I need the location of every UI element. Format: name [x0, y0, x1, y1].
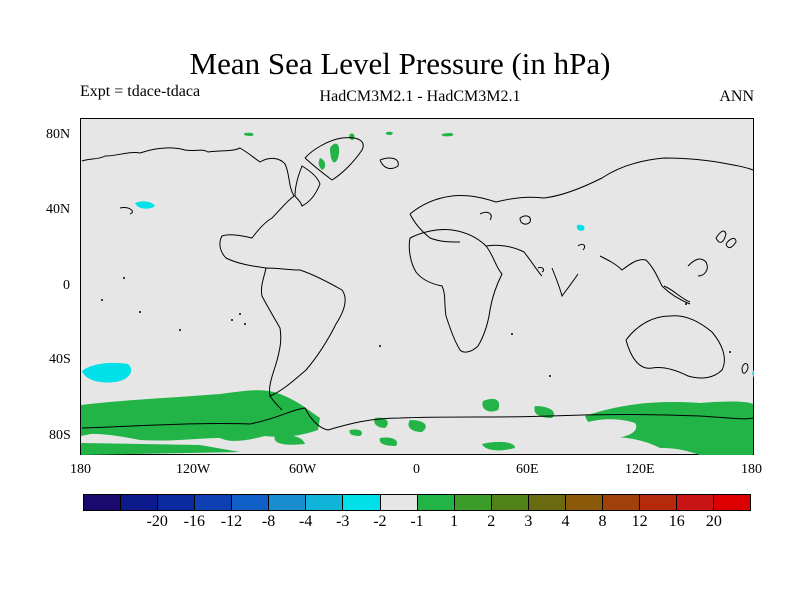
colorbar-swatch: [269, 495, 307, 510]
coastlines: [81, 137, 754, 431]
colorbar-label: -4: [298, 513, 313, 530]
map-title: Mean Sea Level Pressure (in hPa): [189, 46, 611, 81]
colorbar-label: 3: [524, 513, 533, 530]
colorbar-swatch: [677, 495, 715, 510]
colorbar-label: 20: [705, 513, 722, 530]
colorbar-swatch: [195, 495, 233, 510]
colorbar-label: 1: [450, 513, 459, 530]
small-islands: [101, 277, 731, 377]
colorbar-swatch: [714, 495, 751, 510]
lon-label-60w: 60W: [289, 462, 317, 477]
lon-label-180w: 180: [70, 462, 91, 477]
colorbar-swatch: [528, 495, 566, 510]
lat-label-80s: 80S: [49, 428, 71, 443]
colorbar-label: 4: [561, 513, 570, 530]
colorbar-swatch: [84, 495, 122, 510]
colorbar-label: -20: [146, 513, 168, 530]
lon-label-60e: 60E: [516, 462, 539, 477]
colorbar-label: 16: [668, 513, 685, 530]
lat-label-80n: 80N: [46, 127, 71, 142]
colorbar-label: 12: [631, 513, 648, 530]
colorbar-label: -12: [220, 513, 243, 530]
colorbar-swatch: [417, 495, 455, 510]
colorbar-label: 2: [487, 513, 496, 530]
neutral-holes: [585, 419, 637, 438]
models-label: HadCM3M2.1 - HadCM3M2.1: [319, 88, 521, 105]
experiment-label: Expt = tdace-tdaca: [80, 83, 201, 100]
colorbar-label: -2: [373, 513, 387, 530]
colorbar-label: -3: [336, 513, 350, 530]
lat-label-0: 0: [63, 278, 70, 293]
season-label: ANN: [719, 88, 754, 105]
lon-label-180e: 180: [741, 462, 762, 477]
colorbar-label: -8: [261, 513, 276, 530]
lon-label-0: 0: [413, 462, 420, 477]
colorbar-swatch: [121, 495, 159, 510]
lon-label-120e: 120E: [625, 462, 655, 477]
world-map: [80, 118, 754, 455]
lon-label-120w: 120W: [176, 462, 211, 477]
colorbar-swatch: [565, 495, 603, 510]
colorbar-swatch: [232, 495, 270, 510]
colorbar-swatch: [158, 495, 196, 510]
negative-anomaly-regions: [82, 201, 754, 383]
colorbar-swatch: [639, 495, 677, 510]
colorbar-label: -16: [183, 513, 205, 530]
colorbar-swatch: [602, 495, 640, 510]
colorbar-swatch: [343, 495, 381, 510]
colorbar-label: -1: [410, 513, 424, 530]
colorbar-swatch: [380, 495, 418, 510]
colorbar-label: 8: [598, 513, 607, 530]
colorbar: [83, 494, 751, 511]
colorbar-swatch: [454, 495, 492, 510]
colorbar-swatch: [306, 495, 344, 510]
lat-label-40s: 40S: [49, 352, 71, 367]
colorbar-swatch: [491, 495, 529, 510]
lat-label-40n: 40N: [46, 202, 71, 217]
